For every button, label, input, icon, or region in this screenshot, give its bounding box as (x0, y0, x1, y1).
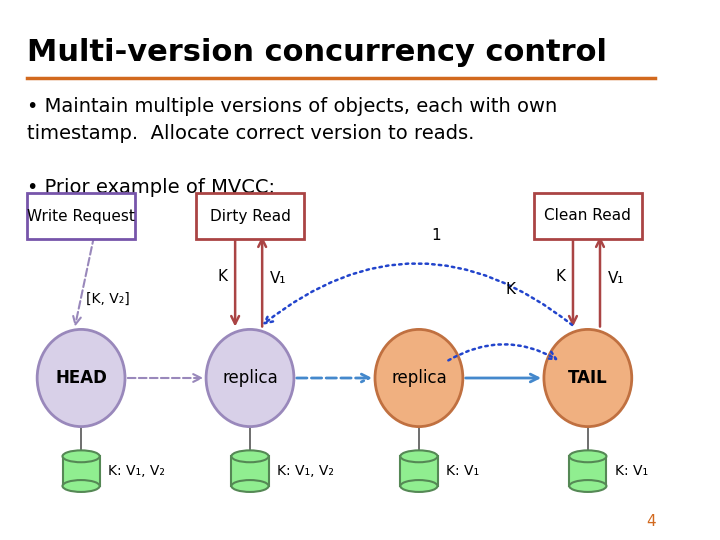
Bar (231, 456, 269, 486)
Text: TAIL: TAIL (568, 369, 608, 387)
Text: HEAD: HEAD (55, 369, 107, 387)
FancyBboxPatch shape (534, 193, 642, 239)
Bar (63, 456, 99, 486)
Text: K: V₁: K: V₁ (615, 464, 648, 478)
Text: Dirty Read: Dirty Read (210, 208, 290, 224)
Ellipse shape (63, 450, 99, 462)
Ellipse shape (37, 329, 125, 427)
Text: Multi-version concurrency control: Multi-version concurrency control (27, 38, 607, 67)
Ellipse shape (231, 480, 269, 492)
Text: K: V₁: K: V₁ (446, 464, 479, 478)
Text: K: K (218, 268, 228, 284)
Text: [K, V₂]: [K, V₂] (86, 292, 130, 306)
Text: 4: 4 (646, 514, 655, 529)
Bar (570, 456, 606, 486)
Text: V₁: V₁ (270, 271, 287, 286)
FancyBboxPatch shape (196, 193, 304, 239)
Text: K: V₁, V₂: K: V₁, V₂ (276, 464, 333, 478)
Ellipse shape (400, 480, 438, 492)
Ellipse shape (375, 329, 463, 427)
Ellipse shape (400, 450, 438, 462)
Ellipse shape (63, 480, 99, 492)
Ellipse shape (544, 329, 631, 427)
Ellipse shape (570, 480, 606, 492)
Text: Clean Read: Clean Read (544, 208, 631, 224)
FancyBboxPatch shape (27, 193, 135, 239)
Text: • Prior example of MVCC:: • Prior example of MVCC: (27, 178, 275, 197)
Text: K: K (505, 282, 515, 298)
Text: V₁: V₁ (608, 271, 624, 286)
Text: K: K (556, 268, 566, 284)
Text: replica: replica (391, 369, 447, 387)
Text: 1: 1 (431, 228, 441, 244)
Ellipse shape (231, 450, 269, 462)
Ellipse shape (570, 450, 606, 462)
Text: K: V₁, V₂: K: V₁, V₂ (108, 464, 165, 478)
Text: replica: replica (222, 369, 278, 387)
Bar (400, 456, 438, 486)
Ellipse shape (206, 329, 294, 427)
Text: • Maintain multiple versions of objects, each with own
timestamp.  Allocate corr: • Maintain multiple versions of objects,… (27, 97, 557, 143)
Text: Write Request: Write Request (27, 208, 135, 224)
